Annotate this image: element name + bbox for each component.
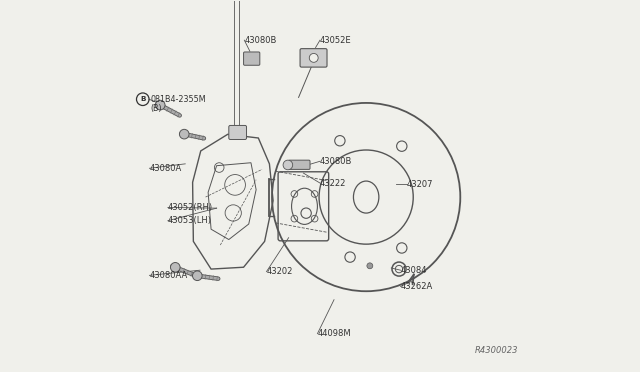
Circle shape bbox=[283, 160, 292, 170]
Text: 43222: 43222 bbox=[320, 179, 346, 187]
FancyBboxPatch shape bbox=[229, 125, 246, 140]
Text: 43080A: 43080A bbox=[149, 164, 182, 173]
Text: 081B4-2355M: 081B4-2355M bbox=[150, 95, 206, 104]
Text: 43207: 43207 bbox=[407, 180, 433, 189]
Circle shape bbox=[179, 129, 189, 139]
FancyBboxPatch shape bbox=[244, 52, 260, 65]
Text: 43084: 43084 bbox=[401, 266, 427, 275]
Text: R4300023: R4300023 bbox=[475, 346, 518, 355]
Text: (B): (B) bbox=[150, 104, 162, 113]
Circle shape bbox=[193, 271, 202, 280]
Text: 43080B: 43080B bbox=[320, 157, 353, 166]
Text: 44098M: 44098M bbox=[317, 329, 351, 338]
Text: 43053(LH): 43053(LH) bbox=[168, 216, 212, 225]
Text: B: B bbox=[140, 96, 145, 102]
Text: 43202: 43202 bbox=[266, 267, 293, 276]
FancyBboxPatch shape bbox=[289, 160, 310, 169]
Text: 43052(RH): 43052(RH) bbox=[168, 203, 213, 212]
Text: 43262A: 43262A bbox=[401, 282, 433, 291]
Circle shape bbox=[309, 54, 318, 62]
FancyBboxPatch shape bbox=[300, 49, 327, 67]
Circle shape bbox=[156, 100, 165, 110]
Text: 43080AA: 43080AA bbox=[149, 271, 188, 280]
Circle shape bbox=[170, 263, 180, 272]
Circle shape bbox=[367, 263, 372, 269]
Text: 43080B: 43080B bbox=[244, 36, 276, 45]
Text: 43052E: 43052E bbox=[320, 36, 351, 45]
